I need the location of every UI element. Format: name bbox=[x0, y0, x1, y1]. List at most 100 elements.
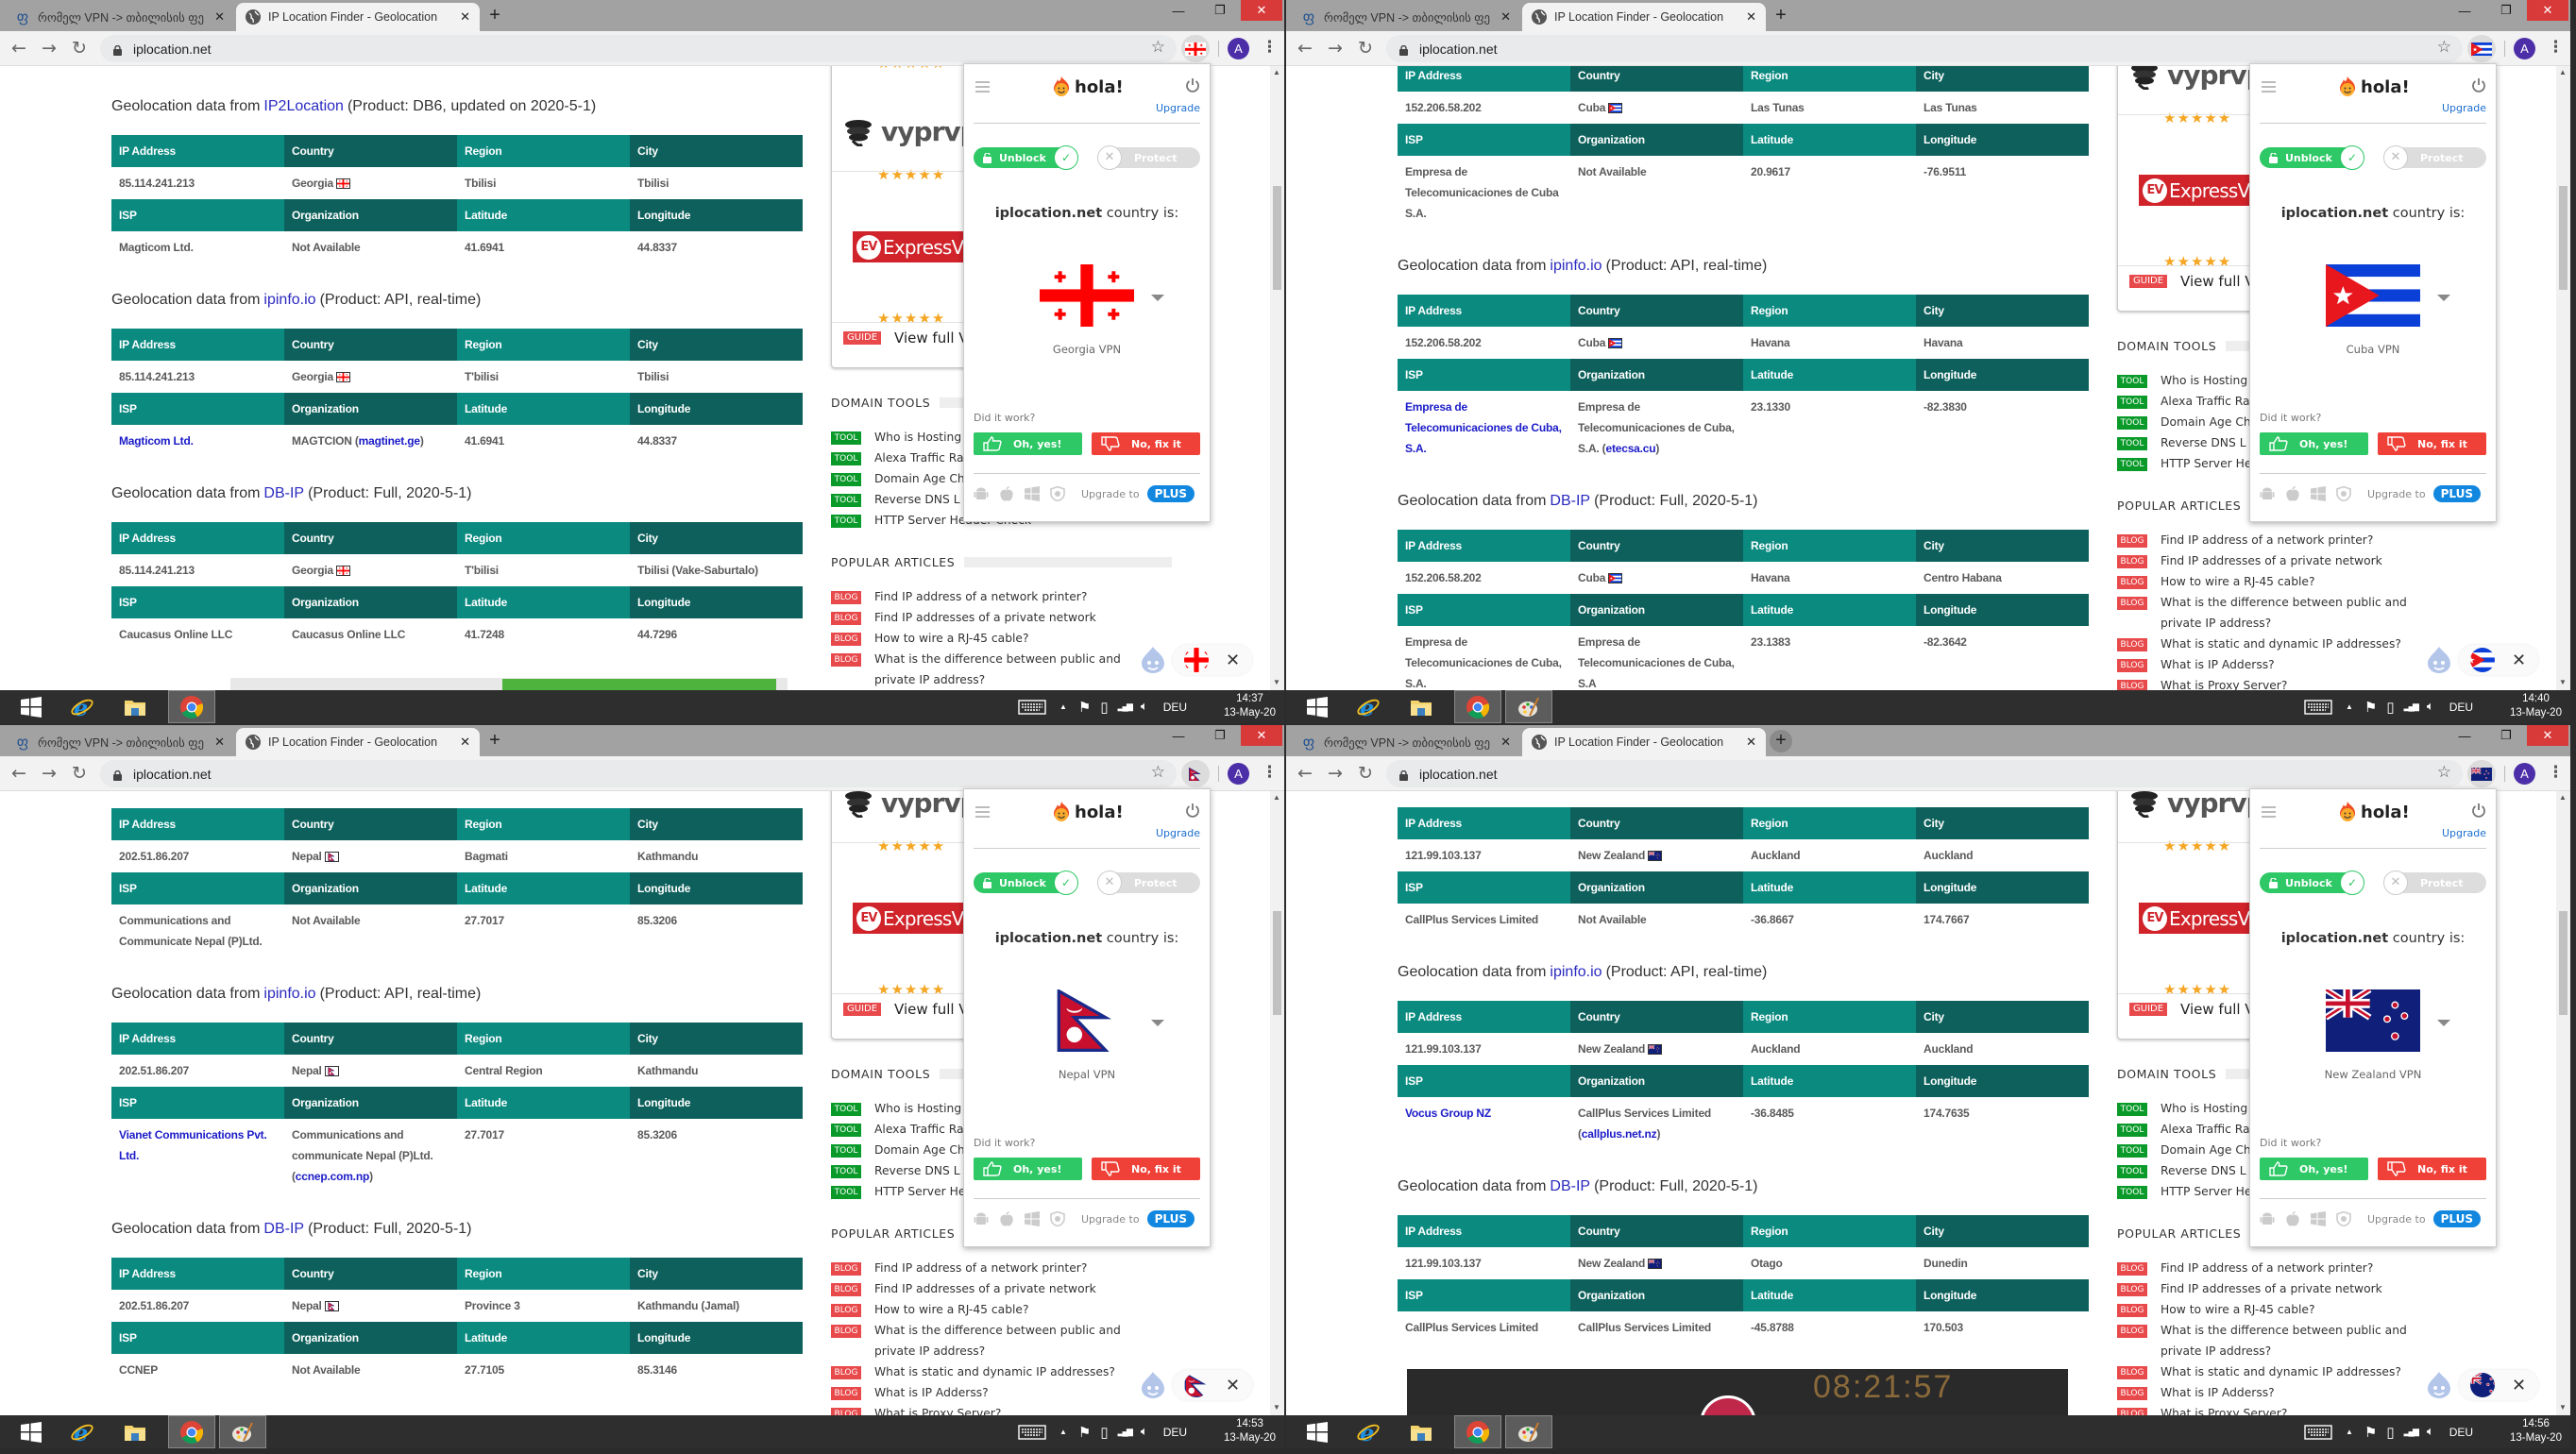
domain-tool-link[interactable]: TOOL Who is Hosting bbox=[2117, 370, 2444, 391]
chrome-icon[interactable] bbox=[1454, 690, 1501, 723]
domain-tool-link[interactable]: TOOL Alexa Traffic Ra bbox=[2117, 391, 2444, 412]
close-icon[interactable]: ✕ bbox=[2512, 1375, 2527, 1395]
taskbar-clock[interactable]: 14:53 13-May-20 bbox=[1224, 1417, 1276, 1446]
dropdown-arrow-icon[interactable] bbox=[2437, 295, 2450, 301]
paint-icon[interactable] bbox=[1505, 690, 1552, 723]
article-link[interactable]: BLOG What is the difference between publi… bbox=[831, 1320, 1158, 1361]
windows-start-icon[interactable] bbox=[1294, 690, 1341, 723]
chrome-icon[interactable] bbox=[168, 1415, 215, 1448]
forward-button[interactable]: → bbox=[42, 763, 57, 784]
close-tab-icon[interactable]: ✕ bbox=[214, 9, 225, 24]
isp-link[interactable]: Empresa de Telecomunicaciones de Cuba, S… bbox=[1405, 400, 1562, 455]
profile-avatar[interactable]: A bbox=[2514, 38, 2535, 59]
no-fix-it-button[interactable]: No, fix it bbox=[1092, 1158, 1200, 1180]
close-tab-icon[interactable]: ✕ bbox=[460, 9, 470, 24]
domain-tool-link[interactable]: TOOL Alexa Traffic Ra bbox=[2117, 1119, 2444, 1140]
show-hidden-icons[interactable]: ▲ bbox=[2346, 702, 2353, 711]
bookmark-star-icon[interactable]: ☆ bbox=[2436, 38, 2451, 57]
hola-extension-button[interactable] bbox=[1181, 35, 1210, 62]
article-link[interactable]: BLOG Find IP address of a network printer… bbox=[2117, 1258, 2444, 1278]
tab-ip-location-finder[interactable]: IP Location Finder - Geolocation ✕ bbox=[236, 728, 480, 756]
address-bar[interactable]: iplocation.net ☆ bbox=[1386, 760, 2463, 787]
no-fix-it-button[interactable]: No, fix it bbox=[2378, 1158, 2486, 1180]
chrome-icon[interactable] bbox=[168, 690, 215, 723]
battery-icon[interactable]: ▯ bbox=[1100, 1424, 1109, 1441]
article-link[interactable]: BLOG Find IP addresses of a private netwo… bbox=[2117, 1278, 2444, 1299]
plus-button[interactable]: PLUS bbox=[1146, 485, 1195, 502]
action-center-flag-icon[interactable]: ⚑ bbox=[2364, 1424, 2378, 1441]
article-link[interactable]: BLOG What is the difference between publi… bbox=[831, 649, 1158, 690]
minimize-button[interactable]: — bbox=[2458, 728, 2471, 743]
action-center-flag-icon[interactable]: ⚑ bbox=[2364, 699, 2378, 716]
battery-icon[interactable]: ▯ bbox=[2386, 1424, 2395, 1441]
address-bar[interactable]: iplocation.net ☆ bbox=[100, 35, 1177, 62]
domain-tool-link[interactable]: TOOL Alexa Traffic Ra bbox=[831, 1119, 1158, 1140]
apple-icon[interactable] bbox=[2285, 1211, 2300, 1226]
battery-icon[interactable]: ▯ bbox=[2386, 699, 2395, 716]
article-link[interactable]: BLOG What is Proxy Server? bbox=[2117, 675, 2444, 690]
apple-icon[interactable] bbox=[2285, 486, 2300, 501]
data-source-link[interactable]: DB-IP bbox=[263, 485, 305, 501]
domain-tool-link[interactable]: TOOL Domain Age Ch bbox=[2117, 1140, 2444, 1160]
file-explorer-icon[interactable] bbox=[111, 690, 159, 723]
reload-button[interactable]: ↻ bbox=[1358, 38, 1373, 59]
back-button[interactable]: ← bbox=[1297, 763, 1313, 784]
menu-icon[interactable]: ⋮ bbox=[1262, 38, 1278, 57]
article-link[interactable]: BLOG How to wire a RJ-45 cable? bbox=[831, 1299, 1158, 1320]
domain-tool-link[interactable]: TOOL Reverse DNS L bbox=[2117, 432, 2444, 453]
vertical-scrollbar[interactable]: ▲ ▼ bbox=[2556, 66, 2570, 690]
unblock-toggle[interactable]: Unblock ✓ bbox=[2260, 145, 2364, 170]
domain-tool-link[interactable]: TOOL Who is Hosting bbox=[831, 1098, 1158, 1119]
tab-ip-location-finder[interactable]: IP Location Finder - Geolocation ✕ bbox=[1522, 728, 1766, 756]
protect-toggle[interactable]: ✕ Protect bbox=[1097, 145, 1200, 170]
domain-tool-link[interactable]: TOOL Who is Hosting bbox=[2117, 1098, 2444, 1119]
country-flag-selector[interactable] bbox=[1040, 988, 1134, 1052]
tab-georgian-vpn-page[interactable]: ფ რომელ VPN -> თბილისის ფე ✕ bbox=[1292, 728, 1520, 756]
data-source-link[interactable]: ipinfo.io bbox=[1550, 964, 1602, 980]
taskbar-clock[interactable]: 14:56 13-May-20 bbox=[2510, 1417, 2562, 1446]
scroll-up-arrow[interactable]: ▲ bbox=[1273, 68, 1280, 76]
oh-yes-button[interactable]: Oh, yes! bbox=[2260, 1158, 2368, 1180]
hamburger-menu-icon[interactable] bbox=[975, 806, 990, 818]
file-explorer-icon[interactable] bbox=[111, 1415, 159, 1448]
taskbar-clock[interactable]: 14:40 13-May-20 bbox=[2510, 692, 2562, 720]
tab-ip-location-finder[interactable]: IP Location Finder - Geolocation ✕ bbox=[1522, 3, 1766, 31]
show-hidden-icons[interactable]: ▲ bbox=[2346, 1428, 2353, 1436]
forward-button[interactable]: → bbox=[42, 38, 57, 59]
windows-icon[interactable] bbox=[2311, 1211, 2326, 1226]
video-thumbnail[interactable]: 08:21:57 bbox=[1407, 1369, 2068, 1415]
organization-domain-link[interactable]: callplus.net.nz bbox=[1581, 1127, 1657, 1141]
shield-icon[interactable] bbox=[2336, 1210, 2351, 1227]
taskbar-clock[interactable]: 14:37 13-May-20 bbox=[1224, 692, 1276, 720]
show-hidden-icons[interactable]: ▲ bbox=[1059, 1428, 1067, 1436]
hamburger-menu-icon[interactable] bbox=[2262, 806, 2276, 818]
network-signal-icon[interactable]: ▂▄▆ bbox=[1117, 702, 1133, 711]
domain-tool-link[interactable]: TOOL Who is Hosting bbox=[831, 427, 1158, 448]
scroll-down-arrow[interactable]: ▼ bbox=[2559, 678, 2567, 686]
windows-icon[interactable] bbox=[1025, 1211, 1040, 1226]
article-link[interactable]: BLOG What is the difference between publi… bbox=[2117, 1320, 2444, 1361]
android-icon[interactable] bbox=[2260, 1211, 2275, 1226]
article-link[interactable]: BLOG How to wire a RJ-45 cable? bbox=[831, 628, 1158, 649]
volume-icon[interactable]: 🔈︎ bbox=[2426, 1425, 2434, 1439]
touch-keyboard-icon[interactable] bbox=[1018, 699, 1046, 715]
organization-domain-link[interactable]: magtinet.ge bbox=[358, 434, 420, 448]
no-fix-it-button[interactable]: No, fix it bbox=[1092, 432, 1200, 455]
article-link[interactable]: BLOG What is static and dynamic IP addres… bbox=[2117, 634, 2444, 654]
article-link[interactable]: BLOG How to wire a RJ-45 cable? bbox=[2117, 571, 2444, 592]
protect-toggle[interactable]: ✕ Protect bbox=[1097, 871, 1200, 895]
close-tab-icon[interactable]: ✕ bbox=[460, 735, 470, 749]
internet-explorer-icon[interactable]: e bbox=[59, 1415, 106, 1448]
organization-domain-link[interactable]: ccnep.com.np bbox=[295, 1170, 370, 1183]
tab-georgian-vpn-page[interactable]: ფ რომელ VPN -> თბილისის ფე ✕ bbox=[6, 3, 234, 31]
close-window-button[interactable]: ✕ bbox=[1241, 725, 1282, 746]
volume-icon[interactable]: 🔈︎ bbox=[1140, 1425, 1148, 1439]
isp-link[interactable]: Vocus Group NZ bbox=[1405, 1107, 1491, 1120]
volume-icon[interactable]: 🔈︎ bbox=[2426, 700, 2434, 714]
shield-icon[interactable] bbox=[1050, 485, 1065, 502]
new-tab-button[interactable]: + bbox=[489, 5, 500, 25]
restore-button[interactable]: ❐ bbox=[2500, 3, 2512, 17]
data-source-link[interactable]: DB-IP bbox=[263, 1221, 305, 1237]
oh-yes-button[interactable]: Oh, yes! bbox=[974, 432, 1082, 455]
domain-tool-link[interactable]: TOOL Domain Age Ch bbox=[831, 1140, 1158, 1160]
